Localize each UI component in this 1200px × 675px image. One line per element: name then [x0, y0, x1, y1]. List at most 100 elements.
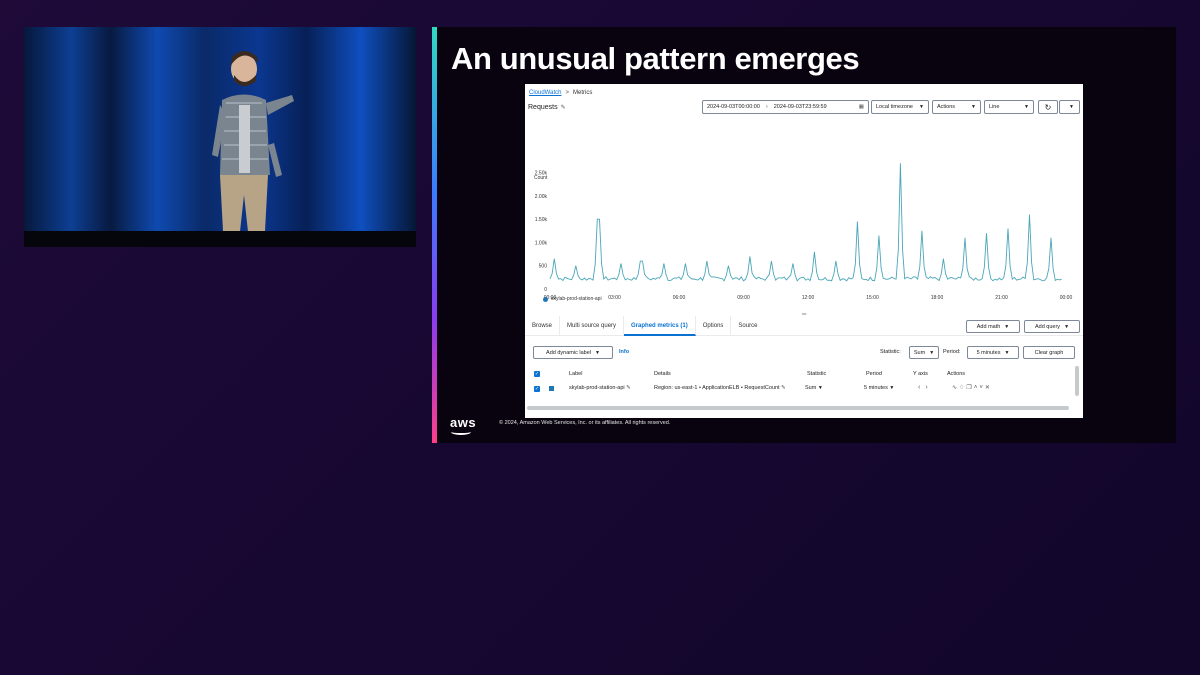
tab-source[interactable]: Source	[738, 323, 758, 329]
column-header-details: Details	[654, 371, 671, 377]
metrics-chart: Count 0 500 1.00k 1.50k 2.00k 2.50k 00:00 03:00 0…	[525, 139, 1083, 304]
add-math-label: Add math	[976, 323, 1001, 330]
caret-down-icon: ▼	[1069, 104, 1074, 110]
edit-icon[interactable]: ✎	[560, 105, 566, 111]
metric-row-label: skylab-prod-station-api ✎	[569, 385, 631, 391]
stage-floor	[24, 231, 416, 247]
statistic-label: Statistic:	[880, 349, 901, 355]
edit-icon[interactable]: ✎	[626, 385, 631, 391]
tab-options[interactable]: Options	[696, 316, 732, 336]
line-chart-svg: Count 0 500 1.00k 1.50k 2.00k 2.50k 00:00 03:00 0…	[534, 163, 1073, 301]
add-query-label: Add query	[1034, 323, 1061, 330]
column-header-label: Label	[569, 371, 583, 377]
speaker-figure	[212, 51, 294, 247]
caret-down-icon: ▼	[1024, 104, 1029, 110]
vertical-scrollbar[interactable]	[1075, 366, 1079, 396]
edit-icon[interactable]: ✎	[781, 385, 786, 391]
info-link[interactable]: Info	[619, 349, 630, 355]
chevron-right-icon: ›	[765, 104, 768, 110]
period-select[interactable]: 5 minutes ▼	[967, 346, 1019, 359]
y-axis-label: Count	[534, 175, 548, 181]
y-tick-label: 0	[544, 287, 547, 293]
cloudwatch-console: CloudWatch > Metrics Requests ✎ 2024-09-03T…	[525, 84, 1083, 418]
presentation-slide: An unusual pattern emerges CloudWatch > Me…	[432, 27, 1176, 443]
add-dynamic-label-text: Add dynamic label	[546, 349, 591, 356]
y-tick-label: 2.50k	[535, 171, 548, 177]
breadcrumb-separator-icon: >	[565, 90, 569, 96]
x-tick-label: 15:00	[866, 295, 879, 301]
x-tick-label: 18:00	[931, 295, 944, 301]
x-tick-label: 00:00	[1060, 295, 1073, 301]
add-math-button[interactable]: Add math ▼	[966, 320, 1020, 333]
speaker-video	[24, 27, 416, 247]
caret-down-icon: ▼	[595, 349, 600, 356]
graph-icon[interactable]: ∿	[952, 385, 960, 391]
column-header-period: Period	[866, 371, 882, 377]
add-dynamic-label-button[interactable]: Add dynamic label ▼	[533, 346, 613, 359]
metric-row-period[interactable]: 5 minutes ▼	[864, 385, 894, 391]
breadcrumb-cloudwatch-link[interactable]: CloudWatch	[529, 90, 562, 96]
actions-dropdown[interactable]: Actions ▼	[932, 100, 981, 114]
chevron-left-icon[interactable]: ‹	[918, 384, 926, 391]
copyright-notice: © 2024, Amazon Web Services, Inc. or its…	[499, 420, 671, 426]
tab-multi-source-query[interactable]: Multi source query	[560, 316, 625, 336]
chart-legend[interactable]: skylab-prod-station-api	[543, 296, 602, 302]
chevron-right-icon[interactable]: ›	[925, 384, 933, 391]
timezone-label: Local timezone	[876, 104, 913, 110]
close-icon[interactable]: ✕	[984, 385, 992, 391]
calendar-icon: ▦	[858, 104, 864, 110]
caret-down-icon: ▼	[1004, 349, 1010, 356]
resize-handle-icon[interactable]: ═	[802, 312, 807, 318]
caret-down-icon: ▼	[1064, 323, 1070, 330]
clear-graph-button[interactable]: Clear graph	[1023, 346, 1075, 359]
date-start: 2024-09-03T00:00:00	[707, 104, 760, 110]
x-tick-label: 03:00	[608, 295, 621, 301]
refresh-button[interactable]: ↻	[1038, 100, 1058, 114]
caret-down-icon: ▼	[817, 385, 823, 391]
breadcrumb-current: Metrics	[572, 90, 593, 96]
aws-logo-text: aws	[450, 415, 477, 430]
slide-accent-bar	[432, 27, 437, 443]
row-actions: ∿♢❐˄˅✕	[952, 384, 992, 391]
statistic-select[interactable]: Sum ▼	[909, 346, 939, 359]
row-statistic-value: Sum	[805, 385, 817, 391]
metric-row-statistic[interactable]: Sum ▼	[805, 385, 823, 391]
timezone-select[interactable]: Local timezone ▼	[871, 100, 929, 114]
add-query-button[interactable]: Add query ▼	[1024, 320, 1080, 333]
y-tick-label: 1.00k	[535, 240, 548, 246]
statistic-value: Sum	[913, 349, 926, 356]
chart-type-select[interactable]: Line ▼	[984, 100, 1034, 114]
period-label: Period:	[943, 349, 961, 355]
tab-browse[interactable]: Browse	[525, 316, 561, 336]
x-tick-label: 21:00	[995, 295, 1008, 301]
copy-icon[interactable]: ❐	[966, 385, 974, 391]
period-value: 5 minutes	[976, 349, 1001, 356]
x-tick-label: 00:00	[544, 295, 557, 301]
tab-graphed-metrics[interactable]: Graphed metrics (1)	[624, 316, 696, 336]
caret-down-icon: ▼	[929, 349, 935, 356]
date-range-picker[interactable]: 2024-09-03T00:00:00 › 2024-09-03T23:59:5…	[702, 100, 869, 114]
row-checkbox[interactable]: ✓	[534, 386, 540, 392]
alarm-icon[interactable]: ♢	[959, 385, 967, 391]
y-axis-switch[interactable]: ‹›	[918, 384, 933, 391]
caret-down-icon: ▼	[919, 104, 924, 110]
y-tick-label: 1.50k	[535, 217, 548, 223]
row-period-value: 5 minutes	[864, 385, 888, 391]
aws-smile-icon	[451, 429, 471, 435]
graph-title: Requests ✎	[528, 104, 566, 111]
metrics-tabs: Browse Multi source query Graphed metric…	[525, 316, 1083, 336]
refresh-options-button[interactable]: ▼	[1059, 100, 1080, 114]
column-header-statistic: Statistic	[807, 371, 827, 377]
legend-label: skylab-prod-station-api	[551, 296, 602, 302]
aws-logo: aws	[450, 415, 477, 435]
x-tick-label: 12:00	[802, 295, 815, 301]
move-down-icon[interactable]: ˅	[979, 385, 985, 391]
date-end: 2024-09-03T23:59:59	[773, 104, 827, 110]
series-color-swatch[interactable]	[549, 386, 554, 391]
select-all-checkbox[interactable]: ✓	[534, 371, 540, 377]
move-up-icon[interactable]: ˄	[973, 385, 980, 391]
metric-label-text: skylab-prod-station-api	[569, 385, 625, 391]
series-line	[549, 163, 1062, 282]
legend-swatch	[543, 296, 548, 302]
horizontal-scrollbar[interactable]	[527, 406, 1069, 410]
